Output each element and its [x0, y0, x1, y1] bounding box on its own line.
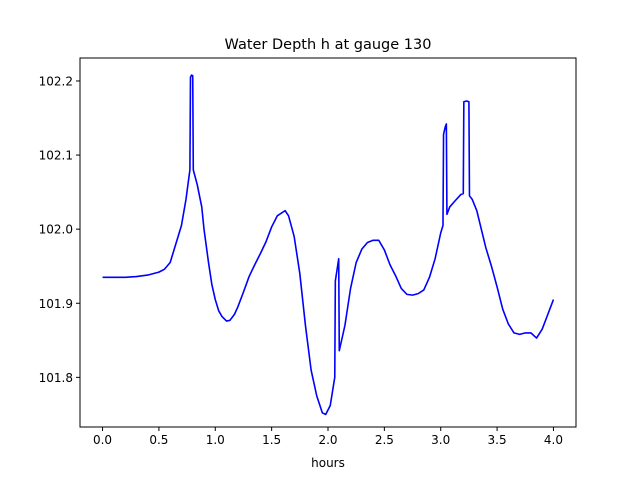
x-tick-label: 3.0 [431, 433, 450, 447]
x-tick-label: 2.5 [375, 433, 394, 447]
y-tick-label: 101.9 [39, 297, 73, 311]
x-tick-label: 2.0 [318, 433, 337, 447]
x-axis-label: hours [311, 456, 345, 470]
series-layer [102, 74, 555, 416]
x-tick-label: 0.5 [149, 433, 168, 447]
y-axis-ticks: 101.8 101.9 102.0 102.1 102.2 [39, 74, 80, 385]
y-tick-label: 102.2 [39, 74, 73, 88]
x-tick-label: 3.5 [488, 433, 507, 447]
x-tick-label: 0.0 [93, 433, 112, 447]
series-line [102, 74, 555, 416]
plot-frame [79, 57, 577, 428]
y-tick-label: 102.0 [39, 223, 73, 237]
x-axis-ticks: 0.0 0.5 1.0 1.5 2.0 2.5 3.0 3.5 4.0 [93, 427, 563, 447]
x-tick-label: 4.0 [544, 433, 563, 447]
chart-title: Water Depth h at gauge 130 [225, 37, 432, 53]
x-tick-label: 1.0 [206, 433, 225, 447]
y-tick-label: 102.1 [39, 149, 73, 163]
y-tick-label: 101.8 [39, 371, 73, 385]
x-tick-label: 1.5 [262, 433, 281, 447]
